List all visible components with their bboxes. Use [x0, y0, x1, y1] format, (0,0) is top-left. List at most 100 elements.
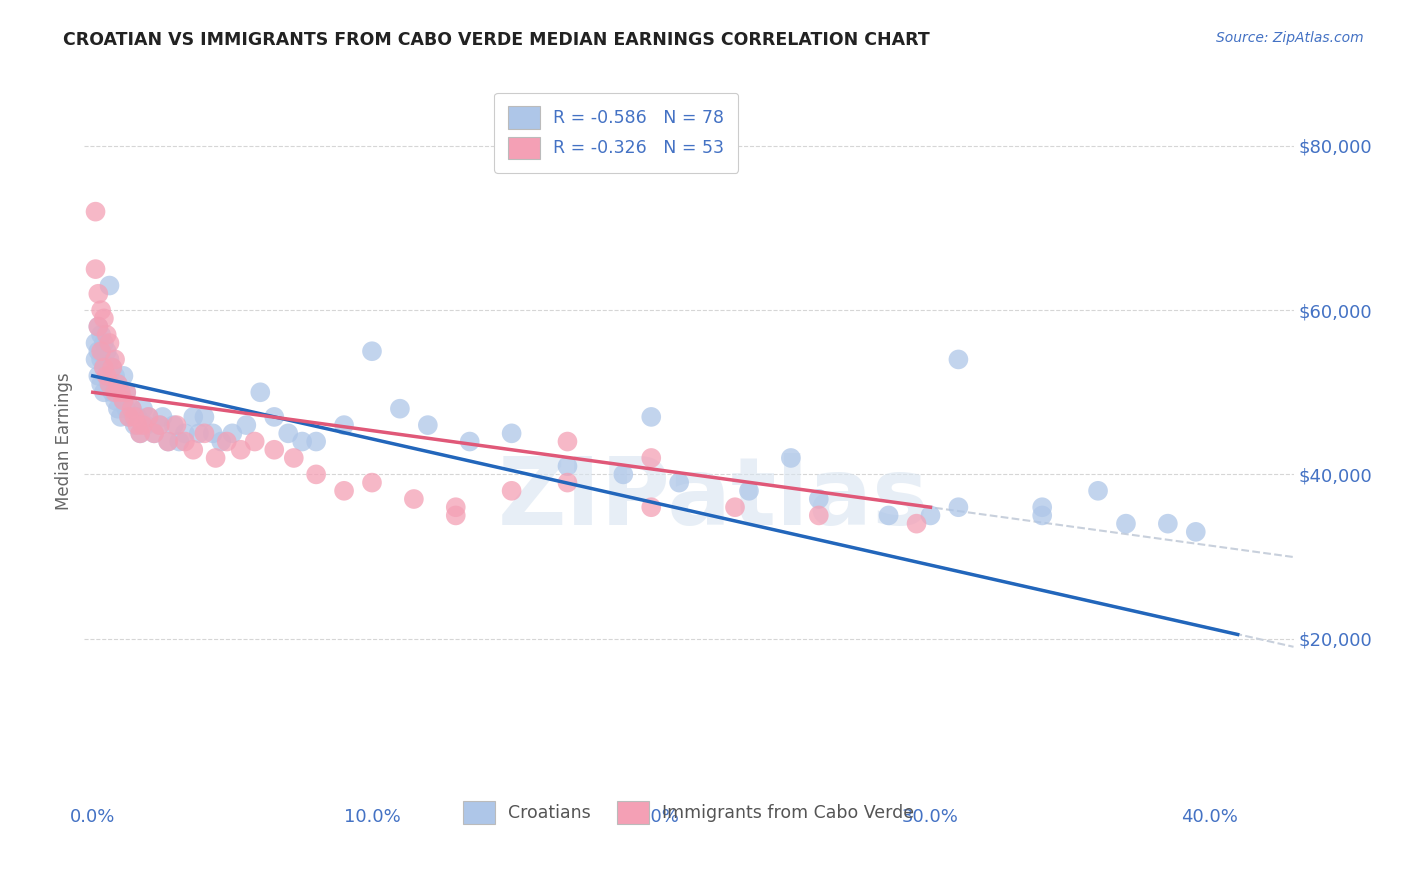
- Point: [209, 434, 232, 449]
- Point: [110, 409, 132, 424]
- Point: [738, 483, 761, 498]
- Point: [84, 204, 107, 219]
- Point: [204, 450, 226, 465]
- Point: [138, 409, 160, 424]
- Point: [98, 336, 121, 351]
- Point: [98, 377, 121, 392]
- Point: [112, 393, 135, 408]
- Point: [444, 508, 467, 523]
- Point: [235, 418, 257, 433]
- Point: [152, 409, 174, 424]
- Point: [149, 418, 172, 433]
- Point: [215, 434, 238, 449]
- Point: [920, 508, 942, 523]
- Point: [90, 344, 112, 359]
- Point: [87, 344, 110, 359]
- Point: [84, 262, 107, 277]
- Point: [98, 278, 121, 293]
- Point: [557, 459, 579, 474]
- Point: [333, 483, 356, 498]
- Point: [104, 368, 127, 383]
- Point: [163, 418, 186, 433]
- Point: [501, 426, 523, 441]
- Point: [112, 393, 135, 408]
- Point: [668, 475, 690, 490]
- Point: [187, 426, 209, 441]
- Point: [174, 434, 197, 449]
- Point: [193, 426, 215, 441]
- Point: [640, 409, 662, 424]
- Point: [96, 368, 118, 383]
- Point: [263, 409, 285, 424]
- Point: [107, 377, 129, 392]
- Point: [149, 418, 172, 433]
- Point: [948, 500, 970, 515]
- Text: ZIPatlas: ZIPatlas: [498, 453, 929, 545]
- Legend: Croatians, Immigrants from Cabo Verde: Croatians, Immigrants from Cabo Verde: [450, 788, 928, 838]
- Point: [138, 409, 160, 424]
- Point: [115, 385, 138, 400]
- Point: [166, 418, 188, 433]
- Point: [229, 442, 252, 457]
- Text: CROATIAN VS IMMIGRANTS FROM CABO VERDE MEDIAN EARNINGS CORRELATION CHART: CROATIAN VS IMMIGRANTS FROM CABO VERDE M…: [63, 31, 929, 49]
- Point: [1157, 516, 1180, 531]
- Point: [557, 475, 579, 490]
- Point: [157, 434, 180, 449]
- Point: [174, 426, 197, 441]
- Point: [1087, 483, 1109, 498]
- Point: [129, 426, 152, 441]
- Point: [361, 475, 384, 490]
- Point: [333, 418, 356, 433]
- Point: [107, 401, 129, 416]
- Point: [101, 360, 124, 375]
- Point: [87, 319, 110, 334]
- Point: [129, 426, 152, 441]
- Point: [96, 327, 118, 342]
- Point: [193, 409, 215, 424]
- Point: [361, 344, 384, 359]
- Point: [107, 377, 129, 392]
- Point: [90, 327, 112, 342]
- Point: [127, 418, 149, 433]
- Point: [640, 450, 662, 465]
- Point: [1031, 508, 1053, 523]
- Point: [169, 434, 191, 449]
- Point: [90, 352, 112, 367]
- Point: [115, 401, 138, 416]
- Text: Source: ZipAtlas.com: Source: ZipAtlas.com: [1216, 31, 1364, 45]
- Point: [98, 352, 121, 367]
- Point: [143, 426, 166, 441]
- Point: [305, 467, 328, 482]
- Point: [243, 434, 266, 449]
- Point: [779, 450, 801, 465]
- Point: [127, 409, 149, 424]
- Point: [96, 368, 118, 383]
- Point: [84, 336, 107, 351]
- Point: [104, 385, 127, 400]
- Point: [143, 426, 166, 441]
- Point: [93, 311, 115, 326]
- Point: [93, 336, 115, 351]
- Point: [101, 385, 124, 400]
- Point: [132, 401, 155, 416]
- Point: [121, 401, 143, 416]
- Point: [1115, 516, 1137, 531]
- Point: [948, 352, 970, 367]
- Point: [612, 467, 634, 482]
- Point: [110, 385, 132, 400]
- Point: [118, 409, 141, 424]
- Point: [501, 483, 523, 498]
- Point: [388, 401, 411, 416]
- Point: [112, 368, 135, 383]
- Point: [181, 409, 204, 424]
- Point: [181, 442, 204, 457]
- Point: [249, 385, 271, 400]
- Point: [121, 401, 143, 416]
- Point: [458, 434, 481, 449]
- Point: [115, 385, 138, 400]
- Point: [87, 286, 110, 301]
- Point: [90, 377, 112, 392]
- Point: [444, 500, 467, 515]
- Point: [263, 442, 285, 457]
- Point: [305, 434, 328, 449]
